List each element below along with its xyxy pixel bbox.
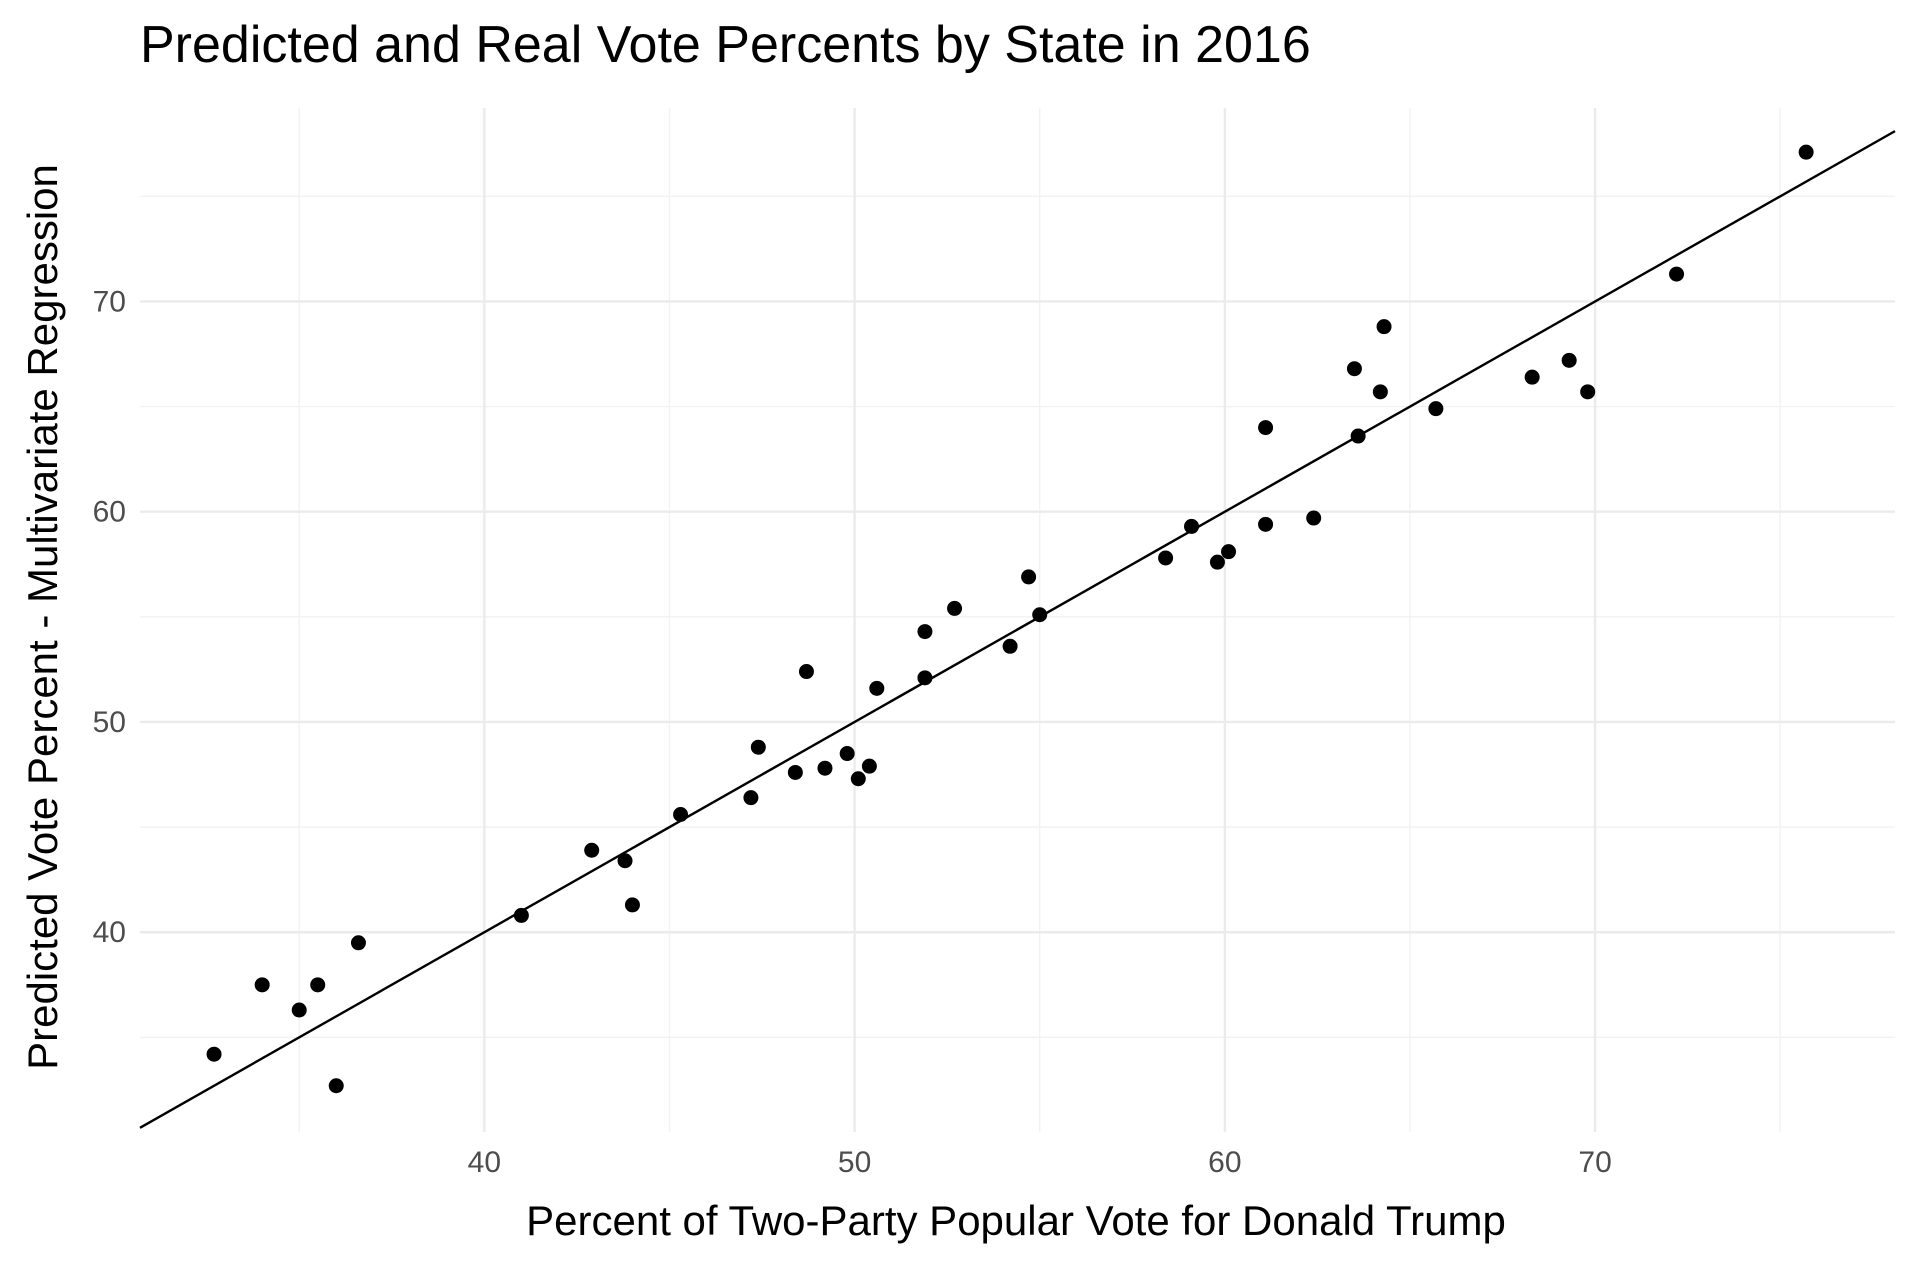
scatter-point <box>799 664 814 679</box>
identity-line-layer <box>140 131 1895 1128</box>
data-points <box>207 145 1814 1094</box>
scatter-point <box>584 843 599 858</box>
scatter-point <box>1799 145 1814 160</box>
scatter-point <box>869 681 884 696</box>
scatter-point <box>514 908 529 923</box>
scatter-point <box>1258 420 1273 435</box>
scatter-point <box>788 765 803 780</box>
scatter-point <box>1347 361 1362 376</box>
scatter-point <box>1580 384 1595 399</box>
scatter-point <box>673 807 688 822</box>
scatter-point <box>1525 370 1540 385</box>
scatter-point <box>1221 544 1236 559</box>
scatter-point <box>862 759 877 774</box>
scatter-point <box>1003 639 1018 654</box>
scatter-point <box>1258 517 1273 532</box>
scatter-point <box>625 897 640 912</box>
x-tick-label: 40 <box>468 1146 501 1179</box>
y-tick-label: 50 <box>93 706 126 739</box>
scatter-point <box>1021 569 1036 584</box>
scatter-point <box>817 761 832 776</box>
scatter-point <box>1158 550 1173 565</box>
scatter-point <box>1184 519 1199 534</box>
scatter-point <box>1210 555 1225 570</box>
scatter-point <box>1377 319 1392 334</box>
scatter-point <box>1562 353 1577 368</box>
y-tick-label: 60 <box>93 496 126 529</box>
y-tick-label: 70 <box>93 285 126 318</box>
scatter-point <box>1373 384 1388 399</box>
scatter-point <box>751 740 766 755</box>
scatter-point <box>310 977 325 992</box>
scatter-point <box>292 1003 307 1018</box>
x-tick-label: 70 <box>1578 1146 1611 1179</box>
scatter-point <box>1306 511 1321 526</box>
scatter-point <box>840 746 855 761</box>
y-tick-label: 40 <box>93 916 126 949</box>
scatter-point <box>207 1047 222 1062</box>
y-axis-title: Predicted Vote Percent - Multivariate Re… <box>19 164 66 1070</box>
x-axis-title: Percent of Two-Party Popular Vote for Do… <box>526 1197 1506 1244</box>
chart-title: Predicted and Real Vote Percents by Stat… <box>140 16 1311 74</box>
scatter-point <box>329 1078 344 1093</box>
scatter-point <box>1351 429 1366 444</box>
x-tick-label: 60 <box>1208 1146 1241 1179</box>
scatter-point <box>743 790 758 805</box>
identity-reference-line <box>140 131 1895 1128</box>
scatter-point <box>351 935 366 950</box>
scatter-point <box>618 853 633 868</box>
scatter-point <box>255 977 270 992</box>
scatter-point <box>851 771 866 786</box>
scatter-point <box>947 601 962 616</box>
tick-labels: 40 50 60 70 40 50 60 70 <box>93 285 1612 1179</box>
x-tick-label: 50 <box>838 1146 871 1179</box>
scatter-point <box>1428 401 1443 416</box>
scatter-point <box>917 624 932 639</box>
scatter-point <box>1669 267 1684 282</box>
scatter-point <box>917 670 932 685</box>
scatter-point <box>1032 607 1047 622</box>
